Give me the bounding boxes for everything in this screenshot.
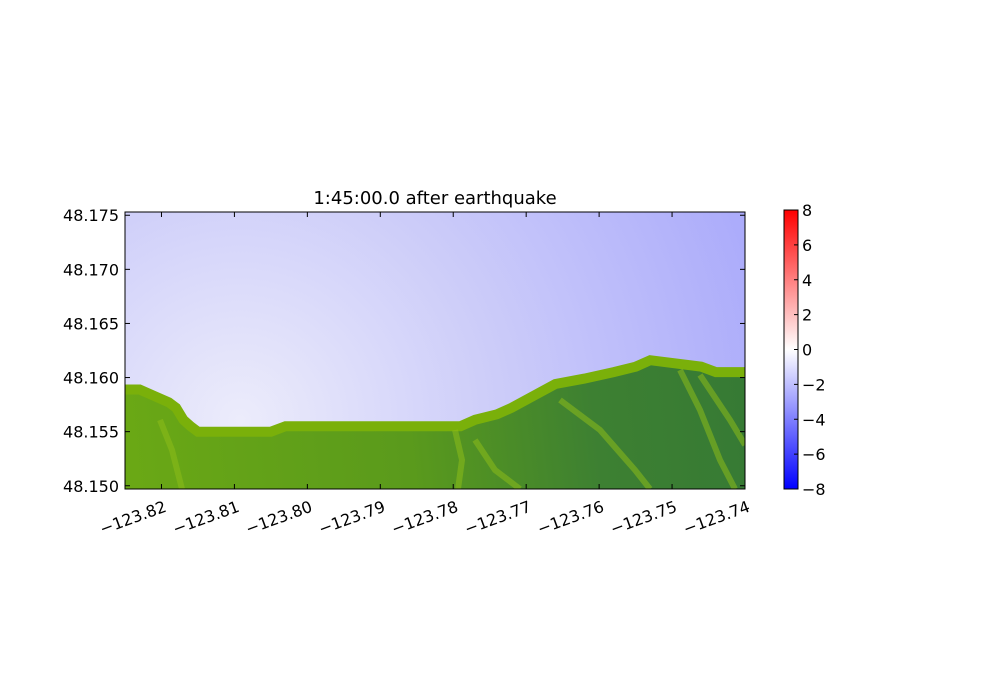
colorbar-tick-label: −4 [802,410,826,429]
colorbar-tick-label: 0 [802,341,812,360]
chart-title: 1:45:00.0 after earthquake [313,188,556,209]
plot-area [125,212,745,489]
x-tick-label: −123.81 [170,497,242,539]
stream-6 [697,373,745,447]
stream-3 [472,438,522,489]
plot-frame [124,211,746,490]
colorbar: 8 6 4 2 0 −2 −4 −6 −8 [783,201,826,499]
y-tick-label: 48.175 [63,206,119,225]
stream-1 [157,418,185,489]
x-tick-label: −123.82 [97,497,169,539]
colorbar-tick-label: 4 [802,271,812,290]
x-tick-label: −123.75 [608,497,680,539]
x-tick-label: −123.77 [462,497,534,539]
x-tick-label: −123.78 [389,497,461,539]
y-axis: 48.150 48.155 48.160 48.165 48.170 48.175 [63,206,745,496]
colorbar-ticks: 8 6 4 2 0 −2 −4 −6 −8 [794,201,826,499]
stream-5 [677,368,738,489]
colorbar-tick-label: 6 [802,236,812,255]
y-tick-label: 48.170 [63,260,119,279]
y-tick-label: 48.150 [63,477,119,496]
y-tick-label: 48.155 [63,423,119,442]
colorbar-tick-label: 2 [802,306,812,325]
colorbar-tick-label: −2 [802,375,826,394]
x-tick-label: −123.79 [316,497,388,539]
colorbar-tick-label: 8 [802,201,812,220]
land-area [125,360,745,489]
shoreline [125,355,745,437]
colorbar-tick-label: −8 [802,480,826,499]
y-tick-label: 48.160 [63,369,119,388]
x-tick-label: −123.76 [535,497,607,539]
stream-4 [558,397,653,489]
x-tick-label: −123.74 [681,497,753,539]
y-tick-label: 48.165 [63,314,119,333]
colorbar-tick-label: −6 [802,445,826,464]
stream-2 [452,429,466,489]
land-streams [157,368,745,489]
x-tick-label: −123.80 [243,497,315,539]
